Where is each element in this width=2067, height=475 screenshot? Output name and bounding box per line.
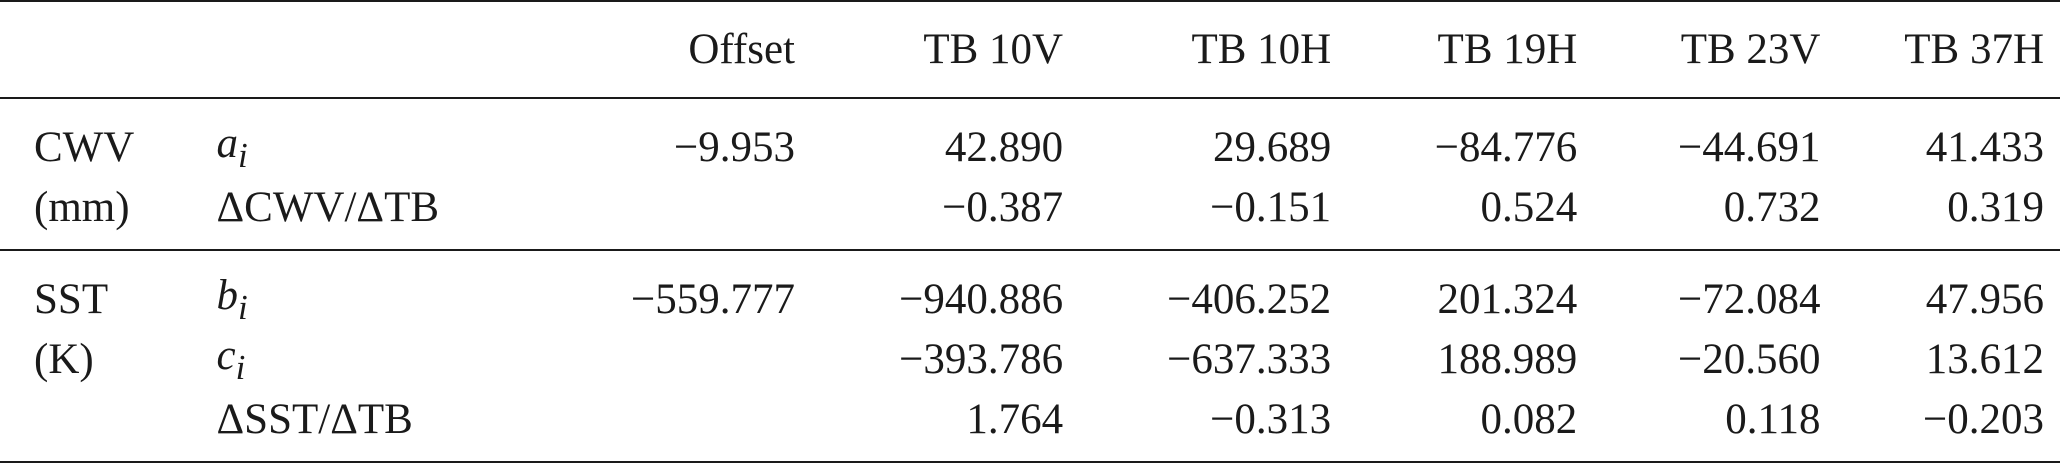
cell-tb37h: 47.956	[1925, 275, 2044, 323]
group-unit-cwv: (mm)	[34, 183, 130, 231]
cell-offset	[525, 177, 795, 250]
cell-tb23v: −20.560	[1677, 335, 1821, 383]
header-cell-group	[0, 2, 217, 98]
group-label-cwv: CWV	[34, 123, 135, 171]
cell-tb10v: −940.886	[899, 275, 1064, 323]
cell-tb19h: 188.989	[1437, 335, 1578, 383]
coefficient-table: Offset TB 10V TB 10H TB 19H TB 23V TB 37…	[0, 0, 2060, 464]
cell-tb37h: 0.319	[1947, 183, 2044, 231]
cell-offset	[525, 329, 795, 389]
header-cell-param	[217, 2, 525, 98]
header-cell-tb19h: TB 19H	[1437, 26, 1578, 73]
header-cell-tb10v: TB 10V	[923, 26, 1064, 73]
cell-offset	[525, 389, 795, 462]
table-row-cwv-a: CWV ai −9.953 42.890 29.689 −84.776 −44.…	[0, 99, 2060, 177]
cell-tb10h: −0.313	[1210, 395, 1332, 443]
cell-tb10h: 29.689	[1212, 123, 1332, 171]
param-label-dsst: ΔSST/ΔTB	[216, 395, 413, 443]
cell-tb10h: −0.151	[1210, 183, 1332, 231]
header-row: Offset TB 10V TB 10H TB 19H TB 23V TB 37…	[0, 2, 2060, 98]
table-row-sst-b: SST bi −559.777 −940.886 −406.252 201.32…	[0, 251, 2060, 329]
header-cell-offset: Offset	[688, 26, 795, 73]
cell-tb23v: −44.691	[1677, 123, 1821, 171]
cell-tb10v: 42.890	[944, 123, 1064, 171]
cell-tb10h: −637.333	[1167, 335, 1332, 383]
cell-offset: −9.953	[673, 123, 795, 171]
cell-tb19h: 0.524	[1480, 183, 1578, 231]
bottom-rule	[0, 461, 2060, 464]
cell-tb23v: 0.118	[1725, 395, 1821, 443]
param-symbol-a: ai	[216, 119, 248, 175]
group-unit-sst: (K)	[34, 335, 94, 383]
group-spacer	[0, 389, 217, 462]
table-row-sst-sensitivity: ΔSST/ΔTB 1.764 −0.313 0.082 0.118 −0.203	[0, 389, 2060, 462]
header-cell-tb37h: TB 37H	[1904, 26, 2044, 73]
param-label-dcwv: ΔCWV/ΔTB	[216, 183, 440, 231]
table-row-cwv-sensitivity: (mm) ΔCWV/ΔTB −0.387 −0.151 0.524 0.732 …	[0, 177, 2060, 250]
cell-tb10v: −0.387	[942, 183, 1064, 231]
cell-tb23v: −72.084	[1677, 275, 1821, 323]
cell-tb10v: 1.764	[966, 395, 1064, 443]
cell-tb10h: −406.252	[1167, 275, 1332, 323]
cell-tb37h: 41.433	[1925, 123, 2044, 171]
header-cell-tb23v: TB 23V	[1680, 26, 1821, 73]
param-symbol-b: bi	[216, 271, 248, 327]
cell-tb10v: −393.786	[899, 335, 1064, 383]
cell-tb19h: −84.776	[1434, 123, 1578, 171]
header-cell-tb10h: TB 10H	[1191, 26, 1332, 73]
cell-tb23v: 0.732	[1723, 183, 1821, 231]
group-label-sst: SST	[34, 275, 109, 323]
cell-tb19h: 0.082	[1480, 395, 1578, 443]
cell-tb19h: 201.324	[1437, 275, 1578, 323]
param-symbol-c: ci	[216, 331, 246, 387]
cell-offset: −559.777	[630, 275, 795, 323]
cell-tb37h: −0.203	[1922, 395, 2044, 443]
cell-tb37h: 13.612	[1925, 335, 2044, 383]
table-row-sst-c: (K) ci −393.786 −637.333 188.989 −20.560…	[0, 329, 2060, 389]
